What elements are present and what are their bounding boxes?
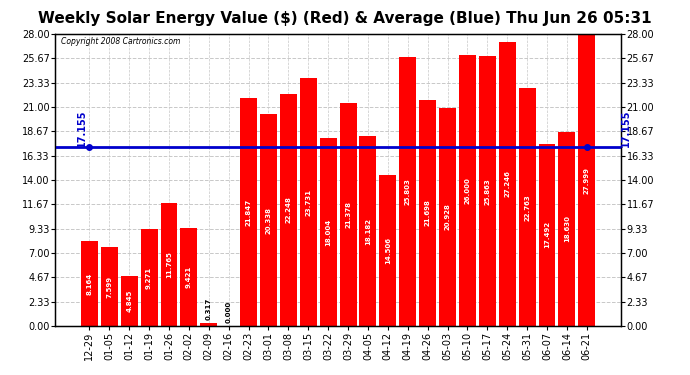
Text: Copyright 2008 Cartronics.com: Copyright 2008 Cartronics.com bbox=[61, 37, 180, 46]
Text: 21.847: 21.847 bbox=[246, 199, 252, 226]
Bar bbox=[558, 132, 575, 326]
Text: 23.731: 23.731 bbox=[305, 189, 311, 216]
Text: 0.317: 0.317 bbox=[206, 297, 212, 320]
Text: 20.338: 20.338 bbox=[266, 207, 271, 234]
Text: 17.155: 17.155 bbox=[621, 110, 631, 147]
Text: 22.763: 22.763 bbox=[524, 194, 530, 221]
Bar bbox=[420, 100, 436, 326]
Text: 17.155: 17.155 bbox=[77, 110, 88, 147]
Bar bbox=[161, 203, 177, 326]
Bar bbox=[101, 247, 118, 326]
Text: 18.182: 18.182 bbox=[365, 218, 371, 245]
Bar bbox=[280, 94, 297, 326]
Bar bbox=[578, 34, 595, 326]
Text: Weekly Solar Energy Value ($) (Red) & Average (Blue) Thu Jun 26 05:31: Weekly Solar Energy Value ($) (Red) & Av… bbox=[38, 11, 652, 26]
Bar bbox=[459, 55, 476, 326]
Bar bbox=[539, 144, 555, 326]
Text: 27.999: 27.999 bbox=[584, 166, 590, 194]
Bar bbox=[200, 323, 217, 326]
Text: 9.421: 9.421 bbox=[186, 266, 192, 288]
Text: 8.164: 8.164 bbox=[86, 273, 92, 295]
Text: 18.004: 18.004 bbox=[325, 219, 331, 246]
Bar bbox=[260, 114, 277, 326]
Bar bbox=[439, 108, 456, 326]
Bar bbox=[339, 103, 357, 326]
Bar bbox=[400, 57, 416, 326]
Bar bbox=[240, 98, 257, 326]
Bar bbox=[299, 78, 317, 326]
Text: 4.845: 4.845 bbox=[126, 290, 132, 312]
Bar bbox=[141, 230, 157, 326]
Text: 7.599: 7.599 bbox=[106, 276, 112, 298]
Text: 14.506: 14.506 bbox=[385, 237, 391, 264]
Text: 27.246: 27.246 bbox=[504, 171, 510, 197]
Bar bbox=[319, 138, 337, 326]
Text: 26.000: 26.000 bbox=[464, 177, 471, 204]
Text: 22.248: 22.248 bbox=[286, 196, 291, 223]
Text: 11.765: 11.765 bbox=[166, 251, 172, 278]
Text: 21.378: 21.378 bbox=[345, 201, 351, 228]
Text: 25.803: 25.803 bbox=[405, 178, 411, 205]
Bar bbox=[499, 42, 515, 326]
Text: 18.630: 18.630 bbox=[564, 216, 570, 243]
Bar bbox=[479, 56, 496, 326]
Text: 9.271: 9.271 bbox=[146, 267, 152, 289]
Text: 0.000: 0.000 bbox=[226, 301, 232, 323]
Text: 25.863: 25.863 bbox=[484, 178, 491, 204]
Bar bbox=[380, 175, 396, 326]
Bar bbox=[359, 136, 377, 326]
Bar bbox=[519, 88, 535, 326]
Text: 20.928: 20.928 bbox=[444, 204, 451, 230]
Text: 17.492: 17.492 bbox=[544, 221, 550, 249]
Bar bbox=[121, 276, 137, 326]
Bar bbox=[180, 228, 197, 326]
Text: 21.698: 21.698 bbox=[424, 200, 431, 226]
Bar bbox=[81, 241, 98, 326]
